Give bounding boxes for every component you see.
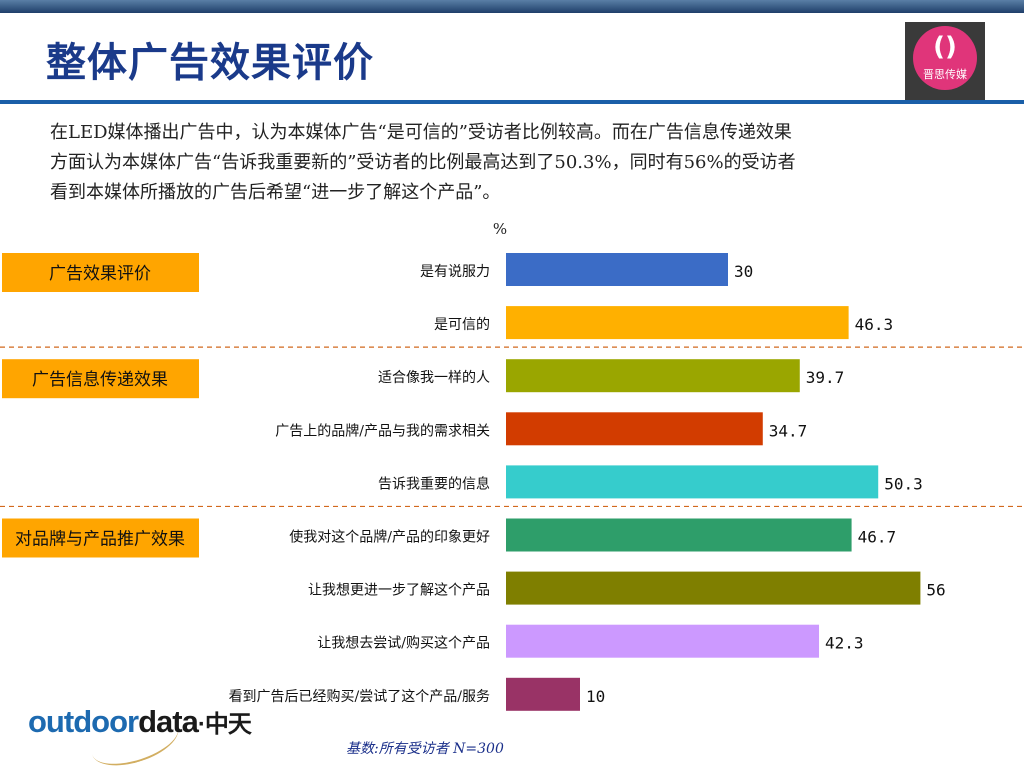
bar	[506, 412, 763, 446]
top-band	[0, 0, 1024, 13]
category-label: 告诉我重要的信息	[378, 475, 490, 492]
data-label: 42.3	[825, 634, 864, 653]
bar	[506, 518, 852, 552]
description-line-3: 看到本媒体所播放的广告后希望“进一步了解这个产品”。	[50, 182, 501, 203]
brand-part-data: data	[138, 704, 199, 739]
data-label: 50.3	[884, 474, 923, 493]
bar	[506, 571, 921, 605]
data-label: 30	[734, 262, 753, 281]
bar	[506, 306, 849, 340]
page-title: 整体广告效果评价	[46, 39, 374, 86]
bar	[506, 253, 728, 286]
brand-logo: outdoordata·中天	[28, 704, 252, 740]
data-label: 34.7	[769, 421, 808, 440]
base-note: 基数:所有受访者 N=300	[346, 741, 504, 757]
data-label: 10	[586, 687, 605, 706]
description-line-2: 方面认为本媒体广告“告诉我重要新的”受访者的比例最高达到了50.3%，同时有56…	[50, 152, 796, 173]
category-label: 是可信的	[434, 317, 490, 333]
title-rule	[0, 100, 1024, 104]
brand-part-zhongtian: ·中天	[197, 711, 252, 738]
category-label: 让我想去尝试/购买这个产品	[317, 635, 490, 652]
group-label: 广告效果评价	[49, 264, 151, 284]
category-label: 适合像我一样的人	[378, 370, 490, 386]
description-line-1: 在LED媒体播出广告中，认为本媒体广告“是可信的”受访者比例较高。而在广告信息传…	[50, 122, 792, 143]
category-label: 使我对这个品牌/产品的印象更好	[289, 529, 490, 546]
category-label: 是有说服力	[420, 264, 490, 280]
bar	[506, 465, 879, 499]
logo-text: 晋思传媒	[923, 68, 967, 81]
brand-part-outdoor: outdoor	[28, 704, 139, 739]
group-label-box	[2, 518, 199, 558]
description: 在LED媒体播出广告中，认为本媒体广告“是可信的”受访者比例较高。而在广告信息传…	[50, 118, 1000, 208]
bar	[506, 359, 800, 393]
unit-label: %	[493, 220, 507, 238]
category-label: 让我想更进一步了解这个产品	[308, 582, 490, 599]
category-label: 广告上的品牌/产品与我的需求相关	[275, 422, 490, 439]
data-label: 39.7	[806, 368, 845, 387]
logo-mark: ()	[933, 32, 957, 62]
group-label-box	[2, 253, 199, 292]
group-label: 对品牌与产品推广效果	[15, 530, 185, 550]
logo-circle: () 晋思传媒	[913, 26, 977, 90]
group-label-box	[2, 359, 199, 399]
bar	[506, 677, 580, 711]
data-label: 46.3	[855, 315, 894, 334]
data-label: 46.7	[858, 528, 897, 547]
category-label: 看到广告后已经购买/尝试了这个产品/服务	[229, 688, 490, 705]
company-logo: () 晋思传媒	[905, 22, 985, 100]
bar	[506, 624, 820, 658]
data-label: 56	[926, 581, 945, 600]
group-label: 广告信息传递效果	[32, 370, 168, 390]
